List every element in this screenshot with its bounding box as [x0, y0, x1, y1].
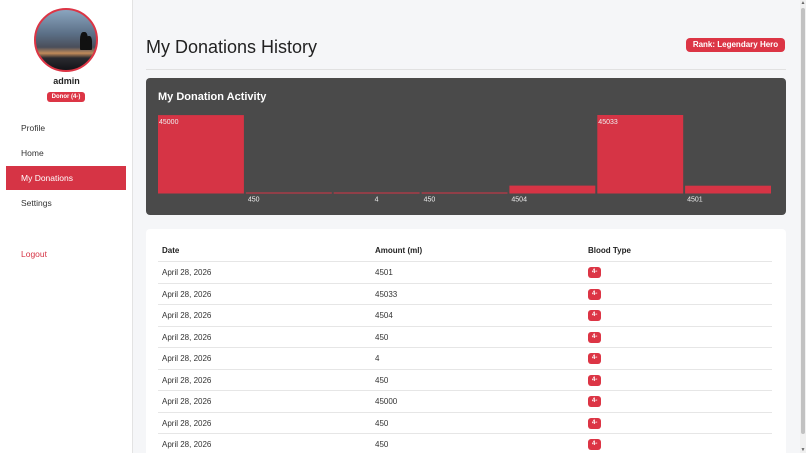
chart-data-label: 45033	[598, 119, 618, 126]
donor-badge: Donor (4-)	[47, 92, 85, 102]
cell-date: April 28, 2026	[162, 332, 212, 342]
nav-my-donations[interactable]: My Donations	[6, 166, 126, 190]
cell-date: April 28, 2026	[162, 289, 212, 299]
blood-type-badge: 4-	[588, 267, 602, 278]
cell-date: April 28, 2026	[162, 440, 212, 449]
chart-data-label: 4	[375, 197, 379, 204]
blood-type-badge: 4-	[588, 396, 602, 407]
chart-bar	[685, 185, 771, 194]
cell-amount: 45033	[375, 289, 398, 299]
table-row: April 28, 2026 450 4-	[158, 325, 772, 348]
column-header-amount: Amount (ml)	[375, 246, 423, 255]
cell-date: April 28, 2026	[162, 418, 212, 428]
chart-bar	[245, 192, 332, 194]
blood-type-badge: 4-	[588, 310, 602, 321]
cell-amount: 4504	[375, 311, 393, 320]
cell-amount: 4501	[375, 268, 393, 277]
table-row: April 28, 2026 450 4-	[158, 433, 772, 453]
cell-date: April 28, 2026	[162, 375, 212, 385]
scroll-down-arrow-icon[interactable]: ▼	[800, 447, 806, 453]
cell-amount: 450	[375, 418, 389, 428]
blood-type-badge: 4-	[588, 439, 602, 450]
cell-amount: 450	[375, 440, 389, 449]
cell-amount: 4	[375, 354, 380, 363]
chart-bar	[158, 115, 244, 194]
logout-link[interactable]: Logout	[21, 249, 47, 259]
chart-bar	[421, 192, 508, 194]
table-row: April 28, 2026 45033 4-	[158, 282, 772, 305]
column-header-blood-type: Blood Type	[588, 246, 631, 255]
cell-amount: 450	[375, 375, 389, 385]
table-row: April 28, 2026 4504 4-	[158, 304, 772, 326]
cell-date: April 28, 2026	[162, 311, 212, 320]
table-row: April 28, 2026 4501 4-	[158, 261, 772, 283]
username: admin	[53, 76, 80, 86]
blood-type-badge: 4-	[588, 353, 602, 364]
avatar	[34, 8, 98, 72]
rank-badge: Rank: Legendary Hero	[686, 38, 785, 52]
donations-table: Date Amount (ml) Blood Type April 28, 20…	[146, 229, 786, 453]
scroll-thumb[interactable]	[801, 8, 805, 434]
table-row: April 28, 2026 45000 4-	[158, 390, 772, 412]
cell-date: April 28, 2026	[162, 397, 212, 406]
cell-amount: 450	[375, 332, 389, 342]
title-divider	[146, 69, 786, 70]
chart-data-label: 45000	[159, 119, 179, 126]
scroll-up-arrow-icon[interactable]: ▲	[800, 0, 806, 6]
chart-data-label: 450	[424, 197, 436, 204]
chart-bar	[333, 192, 420, 194]
table-row: April 28, 2026 450 4-	[158, 368, 772, 391]
nav-home[interactable]: Home	[21, 148, 44, 158]
chart-bar	[509, 185, 596, 194]
chart-data-label: 450	[248, 197, 260, 204]
cell-amount: 45000	[375, 397, 398, 406]
blood-type-badge: 4-	[588, 288, 602, 300]
cell-date: April 28, 2026	[162, 354, 212, 363]
page-title: My Donations History	[146, 37, 318, 57]
chart-title: My Donation Activity	[158, 91, 267, 103]
table-row: April 28, 2026 4 4-	[158, 347, 772, 369]
sidebar: admin Donor (4-) Profile Home My Donatio…	[0, 0, 133, 453]
table-row: April 28, 2026 450 4-	[158, 411, 772, 434]
nav-settings[interactable]: Settings	[21, 198, 52, 208]
nav-profile[interactable]: Profile	[21, 123, 46, 133]
cell-date: April 28, 2026	[162, 268, 212, 277]
column-header-date: Date	[162, 246, 180, 255]
blood-type-badge: 4-	[588, 374, 602, 386]
page-scrollbar[interactable]: ▲ ▼	[800, 0, 806, 453]
donation-activity-chart: 45000 450 4 450 4504 45033 4501 My Donation Ac…	[146, 78, 786, 215]
blood-type-badge: 4-	[588, 331, 602, 343]
chart-data-label: 4504	[511, 197, 527, 204]
blood-type-badge: 4-	[588, 417, 602, 429]
chart-bar	[597, 115, 684, 194]
chart-data-label: 4501	[687, 197, 703, 204]
